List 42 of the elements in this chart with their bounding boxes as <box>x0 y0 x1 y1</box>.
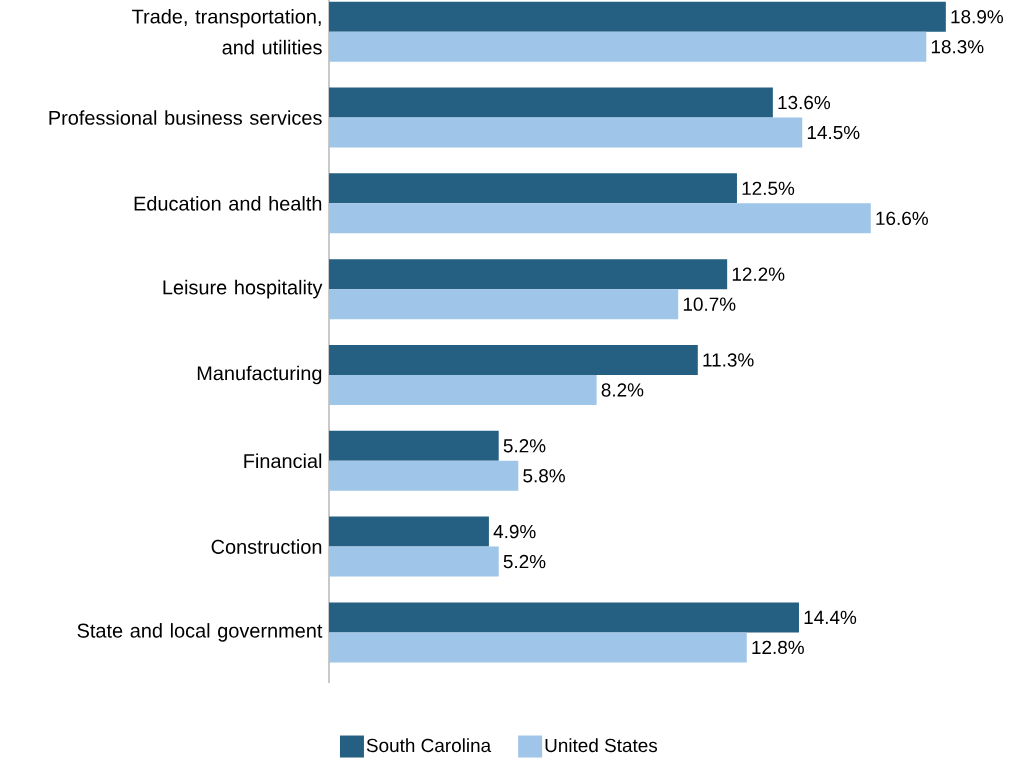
data-label: 5.2% <box>503 439 546 453</box>
bar <box>329 374 597 405</box>
bar <box>329 430 499 461</box>
bar <box>329 344 698 375</box>
y-tick-label: Education and health <box>134 196 322 211</box>
data-label: 8.2% <box>601 383 644 397</box>
bar <box>329 259 728 290</box>
y-tick-label: State and local government <box>77 623 323 642</box>
data-label: 13.6% <box>778 95 831 110</box>
y-tick-label: Financial <box>244 453 322 469</box>
bar <box>329 31 927 62</box>
bar <box>329 87 773 118</box>
bar <box>329 632 747 663</box>
bar <box>329 173 737 204</box>
data-label: 12.2% <box>732 267 785 281</box>
data-label: 14.5% <box>807 125 860 140</box>
bar <box>329 117 803 148</box>
legend-label: South Carolina <box>366 738 492 753</box>
data-label: 11.3% <box>703 353 754 367</box>
bar <box>329 602 799 633</box>
data-label: 18.9% <box>951 10 1004 24</box>
data-label: 4.9% <box>493 524 536 539</box>
y-tick-label: Construction <box>211 539 322 554</box>
data-label: 10.7% <box>683 297 736 311</box>
bar <box>329 203 871 234</box>
bar <box>329 289 679 320</box>
data-label: 5.2% <box>503 554 546 569</box>
data-label: 16.6% <box>876 211 928 226</box>
legend-label: United States <box>545 738 658 753</box>
data-label: 14.4% <box>804 610 857 624</box>
y-tick-label: Professional business services <box>49 110 322 125</box>
y-tick-label: Trade, transportation, and utilities <box>132 8 322 55</box>
bar <box>329 516 489 547</box>
y-tick-label: Leisure hospitality <box>163 279 323 299</box>
bar <box>329 546 499 577</box>
data-label: 18.3% <box>931 40 984 54</box>
y-tick-label: Manufacturing <box>197 365 322 385</box>
bar <box>329 1 946 32</box>
data-label: 12.8% <box>752 640 804 655</box>
data-label: 5.8% <box>523 469 565 483</box>
data-label: 12.5% <box>742 181 795 196</box>
bar <box>329 460 519 491</box>
